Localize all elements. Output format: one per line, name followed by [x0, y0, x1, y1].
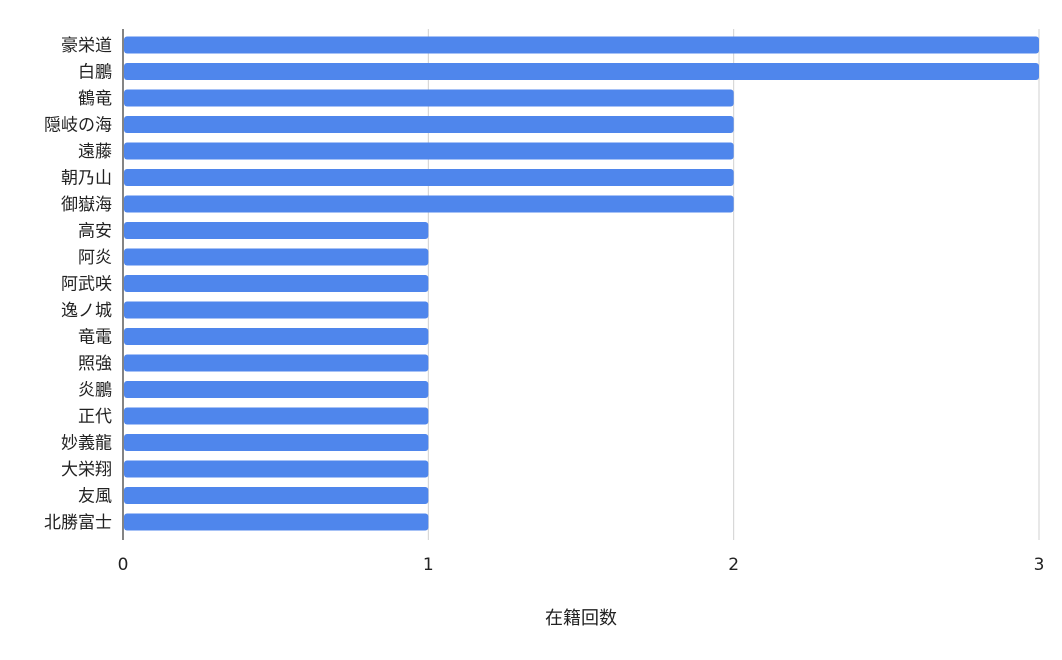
y-tick-label: 北勝富士 [44, 513, 112, 533]
y-tick-label: 炎鵬 [78, 381, 112, 401]
y-tick-label: 友風 [78, 487, 112, 507]
bar [124, 89, 734, 107]
bar [124, 434, 429, 451]
bar [124, 36, 1039, 54]
x-tick-label: 3 [1034, 555, 1045, 575]
y-tick-label: 遠藤 [78, 142, 112, 162]
bar [124, 301, 429, 319]
y-tick-label: 御嶽海 [61, 195, 112, 215]
y-tick-label: 正代 [78, 407, 112, 427]
bar [124, 487, 429, 504]
y-tick-label: 照強 [78, 354, 112, 374]
bar [124, 407, 429, 425]
x-axis-title: 在籍回数 [545, 608, 617, 629]
y-tick-labels: 豪栄道白鵬鶴竜隠岐の海遠藤朝乃山御嶽海高安阿炎阿武咲逸ノ城竜電照強炎鵬正代妙義龍… [44, 35, 112, 533]
y-tick-label: 豪栄道 [61, 35, 112, 56]
y-tick-label: 白鵬 [78, 63, 112, 83]
bar [124, 460, 429, 478]
y-tick-label: 逸ノ城 [61, 301, 112, 321]
y-tick-label: 妙義龍 [61, 434, 112, 454]
bar [124, 169, 734, 186]
x-tick-label: 2 [728, 555, 739, 575]
bar [124, 275, 429, 292]
x-tick-label: 0 [118, 555, 129, 575]
y-tick-label: 高安 [78, 222, 112, 242]
bar [124, 63, 1039, 80]
y-tick-label: 大栄翔 [61, 460, 112, 480]
y-tick-label: 阿炎 [78, 248, 112, 268]
bars [124, 36, 1039, 531]
bar [124, 328, 429, 345]
x-tick-labels: 0 1 2 3 [118, 555, 1045, 575]
bar [124, 354, 429, 372]
y-tick-label: 竜電 [78, 328, 112, 348]
bar [124, 195, 734, 213]
y-tick-label: 阿武咲 [61, 275, 112, 295]
y-tick-label: 隠岐の海 [44, 116, 112, 136]
bar [124, 513, 429, 531]
x-tick-label: 1 [423, 555, 434, 575]
y-tick-label: 鶴竜 [78, 89, 112, 109]
bar [124, 222, 429, 239]
bar [124, 116, 734, 133]
bar [124, 142, 734, 160]
bar [124, 381, 429, 398]
y-tick-label: 朝乃山 [61, 169, 112, 189]
bar [124, 248, 429, 266]
